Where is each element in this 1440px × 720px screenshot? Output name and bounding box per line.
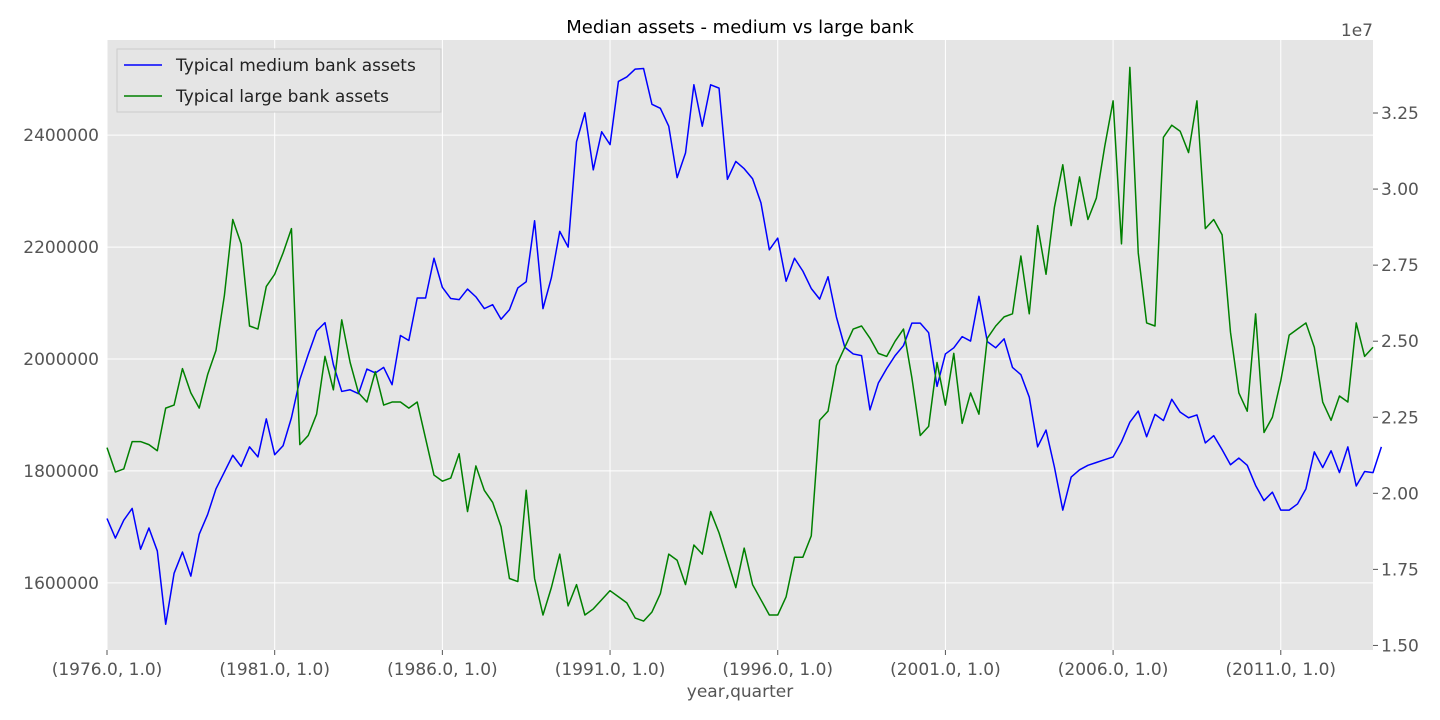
right-y-tick-label: 1.75 [1381, 560, 1419, 580]
left-y-tick-label: 2000000 [23, 350, 99, 370]
series-line-medium-bank [106, 67, 1383, 626]
x-axis-label: year,quarter [687, 682, 793, 702]
right-y-tick-label: 2.25 [1381, 408, 1419, 428]
x-tick-label: (1986.0, 1.0) [387, 660, 498, 680]
chart-title: Median assets - medium vs large bank [566, 17, 914, 38]
left-y-tick-label: 1800000 [23, 462, 99, 482]
right-y-tick-label: 3.25 [1381, 104, 1419, 124]
left-y-axis: 1600000 1800000 2000000 2200000 2400000 [23, 126, 99, 594]
x-axis: (1976.0, 1.0) (1981.0, 1.0) (1986.0, 1.0) (… [52, 650, 1336, 680]
x-tick-label: (1976.0, 1.0) [52, 660, 163, 680]
legend-box [116, 48, 442, 113]
x-tick-label: (2001.0, 1.0) [890, 660, 1001, 680]
right-y-axis: 1.50 1.75 2.00 2.25 2.50 2.75 3.00 3.25 [1373, 104, 1419, 656]
legend-label-medium: Typical medium bank assets [175, 56, 416, 76]
x-tick-label: (1996.0, 1.0) [722, 660, 833, 680]
right-y-tick-label: 2.00 [1381, 484, 1419, 504]
x-tick-label: (2006.0, 1.0) [1058, 660, 1169, 680]
x-tick-label: (1991.0, 1.0) [555, 660, 666, 680]
x-tick-label: (1981.0, 1.0) [219, 660, 330, 680]
left-y-tick-label: 2200000 [23, 238, 99, 258]
x-tick-label: (2011.0, 1.0) [1225, 660, 1336, 680]
plot-background [107, 40, 1373, 650]
left-y-tick-label: 2400000 [23, 126, 99, 146]
right-axis-offset-label: 1e7 [1341, 21, 1373, 41]
grid [106, 40, 1373, 650]
left-y-tick-label: 1600000 [23, 574, 99, 594]
series-layer [106, 66, 1383, 626]
right-y-tick-label: 2.75 [1381, 256, 1419, 276]
legend-label-large: Typical large bank assets [175, 87, 389, 107]
right-y-tick-label: 1.50 [1381, 636, 1419, 656]
series-line-large-bank [106, 66, 1374, 622]
legend: Typical medium bank assets Typical large… [116, 48, 442, 113]
right-y-tick-label: 2.50 [1381, 332, 1419, 352]
right-y-tick-label: 3.00 [1381, 180, 1419, 200]
